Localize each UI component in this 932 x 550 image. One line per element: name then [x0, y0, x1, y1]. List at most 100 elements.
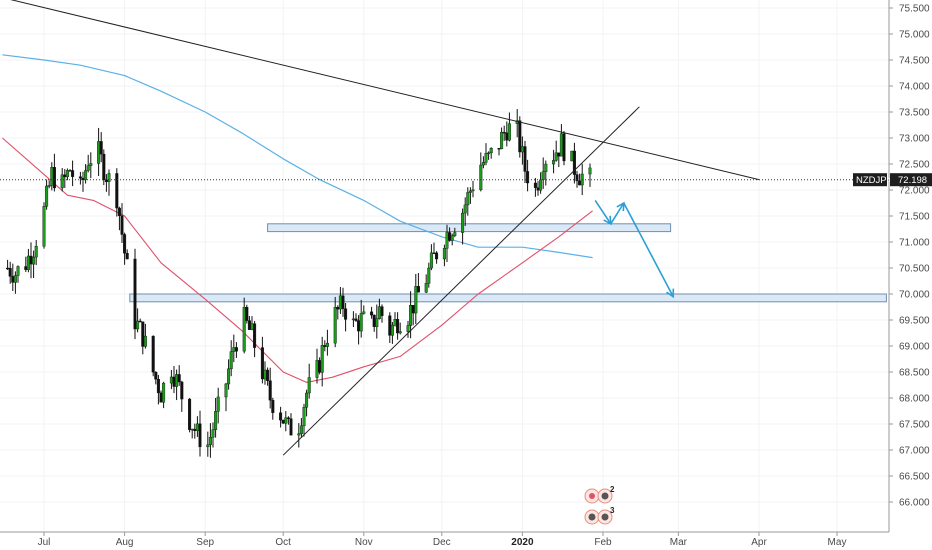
- candle: [234, 342, 238, 358]
- candle: [341, 287, 345, 317]
- candle: [484, 143, 488, 166]
- candle: [13, 271, 17, 294]
- symbol-tag: [853, 173, 887, 187]
- candle: [286, 416, 290, 425]
- price-axis[interactable]: 75.500 75.000 74.500 74.000 73.500 73.000 72.5…: [888, 0, 930, 532]
- candle: [427, 262, 431, 288]
- y-tick-label: 70.500: [899, 264, 930, 275]
- candle: [416, 273, 420, 293]
- flag-icon: [588, 513, 596, 521]
- candlesticks: [6, 109, 592, 458]
- candle: [154, 371, 158, 385]
- candle: [266, 367, 270, 386]
- moving-average-fast: [2, 137, 593, 383]
- candle: [156, 374, 160, 405]
- candle: [487, 151, 491, 160]
- candle: [141, 321, 145, 355]
- x-tick-label: May: [828, 537, 847, 548]
- candle: [305, 389, 309, 417]
- candle: [297, 423, 301, 448]
- y-tick-label: 74.000: [899, 82, 930, 93]
- candle: [279, 406, 283, 428]
- candle: [52, 153, 56, 192]
- candle: [429, 244, 433, 271]
- candle: [299, 418, 303, 438]
- candle: [214, 398, 218, 438]
- symbol-label: NZDJPY: [856, 175, 894, 186]
- zone-rect-2[interactable]: [129, 293, 887, 303]
- trendlines[interactable]: [2, 0, 760, 456]
- x-tick-label: Oct: [275, 537, 291, 548]
- candle: [552, 149, 556, 174]
- event-badges[interactable]: 2 3: [584, 485, 615, 525]
- candle: [398, 322, 402, 335]
- candle: [162, 381, 166, 409]
- candle: [414, 273, 418, 324]
- candle: [390, 321, 394, 344]
- candle: [136, 308, 140, 333]
- candle: [211, 422, 215, 448]
- candle: [289, 413, 293, 436]
- candle: [502, 125, 506, 141]
- candle: [229, 340, 233, 377]
- x-tick-label: Mar: [670, 537, 688, 548]
- candle: [133, 248, 137, 340]
- support-zones[interactable]: [129, 223, 887, 303]
- candle: [143, 323, 147, 349]
- arrow-segment: [610, 202, 625, 225]
- candle: [370, 306, 374, 319]
- zone-rect-1[interactable]: [267, 223, 672, 233]
- time-axis[interactable]: Jul Aug Sep Oct Nov Dec 2020 Feb Mar Apr May: [0, 531, 889, 548]
- last-price-tags: NZDJPY 72.198: [853, 173, 932, 187]
- x-tick-label: 2020: [511, 537, 534, 548]
- candle: [268, 367, 272, 409]
- candle: [481, 156, 485, 169]
- y-tick-label: 68.500: [899, 368, 930, 379]
- y-tick-label: 72.000: [899, 186, 930, 197]
- y-tick-label: 73.500: [899, 108, 930, 119]
- y-tick-label: 66.500: [899, 472, 930, 483]
- candle: [151, 335, 155, 377]
- candle: [354, 313, 358, 322]
- y-tick-label: 70.000: [899, 290, 930, 301]
- candle: [362, 305, 366, 315]
- candle: [333, 296, 337, 348]
- last-price-label: 72.198: [898, 175, 927, 186]
- y-tick-label: 75.000: [899, 30, 930, 41]
- candle: [344, 302, 348, 332]
- candle: [47, 180, 51, 189]
- flag-icon: [601, 492, 609, 500]
- candle: [245, 304, 249, 324]
- candle: [302, 403, 306, 437]
- candle: [206, 431, 210, 457]
- candle: [380, 304, 384, 323]
- y-tick-label: 71.000: [899, 238, 930, 249]
- forecast-arrow[interactable]: [594, 199, 675, 299]
- event-badge-3[interactable]: 3: [584, 506, 615, 525]
- candle: [271, 397, 275, 420]
- y-tick-label: 73.000: [899, 134, 930, 145]
- candle: [120, 203, 124, 244]
- event-badge-2[interactable]: 2: [584, 485, 615, 504]
- candle: [242, 297, 246, 354]
- candle: [60, 167, 64, 192]
- candle: [32, 250, 36, 279]
- candle: [216, 387, 220, 424]
- y-tick-label: 67.000: [899, 446, 930, 457]
- support-trendline[interactable]: [282, 106, 640, 456]
- y-tick-label: 69.500: [899, 316, 930, 327]
- candle: [562, 130, 566, 166]
- grid: [0, 0, 889, 532]
- resistance-trendline[interactable]: [2, 0, 760, 181]
- candle: [588, 163, 592, 187]
- event-count: 3: [610, 506, 615, 515]
- candle: [180, 380, 184, 412]
- candle: [406, 321, 410, 338]
- candle: [177, 365, 181, 386]
- candle: [533, 177, 537, 197]
- candle: [123, 232, 127, 265]
- candle: [468, 187, 472, 204]
- candle: [71, 160, 75, 187]
